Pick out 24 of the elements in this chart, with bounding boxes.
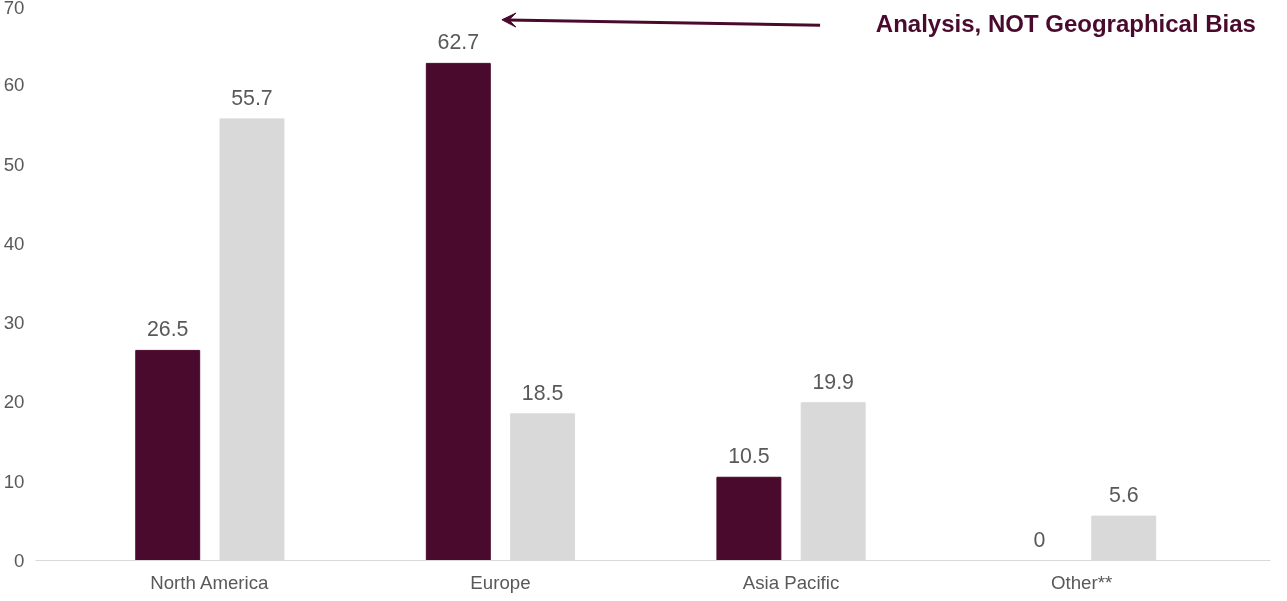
x-tick-label: North America — [150, 571, 270, 593]
y-tick-label: 10 — [3, 470, 25, 492]
data-label: 19.9 — [812, 369, 854, 394]
y-tick-label: 0 — [14, 550, 25, 571]
y-tick-label: 50 — [3, 153, 25, 175]
data-label: 62.7 — [437, 30, 480, 55]
bar — [425, 62, 491, 561]
data-label: 26.5 — [146, 317, 189, 342]
bar — [716, 476, 782, 561]
data-label: 55.7 — [231, 85, 273, 110]
data-label: 10.5 — [728, 444, 770, 469]
y-tick-label: 20 — [3, 391, 25, 413]
x-tick-label: Asia Pacific — [742, 571, 840, 593]
y-tick-label: 70 — [3, 0, 25, 18]
data-label: 0 — [1033, 527, 1046, 552]
x-tick-label: Europe — [470, 571, 531, 593]
y-tick-label: 30 — [3, 312, 25, 334]
y-tick-label: 60 — [3, 74, 25, 96]
bar — [135, 349, 201, 561]
data-label: 18.5 — [521, 380, 564, 405]
y-tick-label: 40 — [3, 232, 25, 254]
x-tick-label: Other** — [1051, 571, 1113, 593]
data-label: 5.6 — [1108, 483, 1139, 508]
annotation: Analysis, NOT Geographical Bias — [875, 10, 1256, 38]
